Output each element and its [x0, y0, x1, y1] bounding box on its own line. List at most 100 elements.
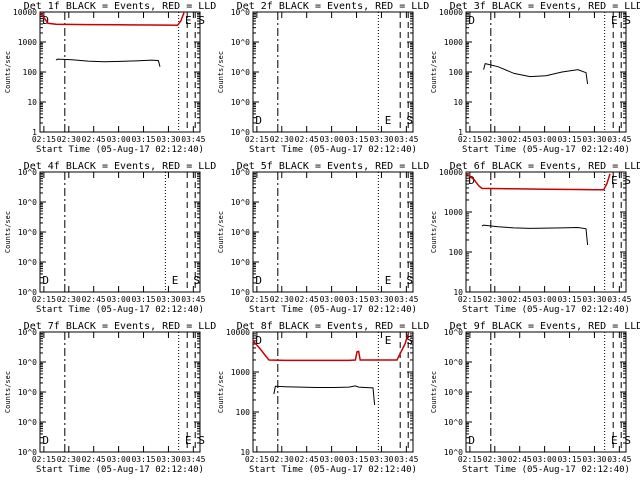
- chart-panel-4: Det 4f BLACK = Events, RED = LLD Counts/s…: [4, 161, 216, 315]
- x-axis-label: Start Time (05-Aug-17 02:12:40): [249, 145, 417, 155]
- x-tick-label: 02:15: [32, 295, 56, 304]
- marker-d: D: [42, 434, 49, 447]
- x-tick-label: 03:15: [344, 295, 368, 304]
- x-tick-label: 03:15: [131, 455, 155, 464]
- y-tick-label: 100: [449, 68, 464, 77]
- x-tick-label: 02:15: [245, 295, 269, 304]
- x-tick-label: 03:00: [320, 135, 344, 144]
- y-axis-label: Counts/sec: [4, 371, 12, 413]
- lld-series-line: [465, 173, 611, 191]
- y-tick-label: 10^0: [18, 418, 37, 427]
- marker-s: S: [624, 14, 631, 27]
- y-tick-label: 10^0: [231, 168, 250, 177]
- y-tick-label: 10000: [226, 328, 250, 337]
- x-tick-label: 02:45: [295, 135, 319, 144]
- chart-panel-3: Det 3f BLACK = Events, RED = LLD Counts/s…: [430, 1, 640, 155]
- chart-title: Det 5f BLACK = Events, RED = LLD: [237, 161, 430, 172]
- y-tick-label: 10000: [13, 8, 37, 17]
- marker-s: S: [406, 114, 413, 127]
- y-axis-label: Counts/sec: [4, 211, 12, 253]
- x-tick-label: 03:45: [607, 295, 631, 304]
- chart-panel-2: Det 2f BLACK = Events, RED = LLD Counts/s…: [217, 1, 429, 155]
- x-tick-label: 02:15: [32, 455, 56, 464]
- marker-e: E: [611, 434, 618, 447]
- x-tick-label: 03:30: [369, 455, 393, 464]
- x-tick-label: 03:45: [607, 455, 631, 464]
- x-axis-label: Start Time (05-Aug-17 02:12:40): [249, 305, 417, 315]
- y-tick-label: 10000: [439, 8, 463, 17]
- y-tick-label: 10^0: [444, 388, 463, 397]
- x-axis-label: Start Time (05-Aug-17 02:12:40): [462, 145, 630, 155]
- y-tick-label: 1000: [18, 38, 37, 47]
- marker-e: E: [611, 14, 618, 27]
- marker-d: D: [468, 14, 475, 27]
- y-tick-label: 10^0: [18, 168, 37, 177]
- y-tick-label: 10^0: [231, 288, 250, 297]
- x-tick-label: 03:00: [107, 455, 131, 464]
- marker-s: S: [198, 434, 205, 447]
- chart-panel-1: Det 1f BLACK = Events, RED = LLD Counts/s…: [4, 1, 216, 155]
- x-tick-label: 03:15: [557, 135, 581, 144]
- x-tick-label: 03:00: [320, 295, 344, 304]
- marker-d: D: [255, 114, 262, 127]
- marker-s: S: [406, 274, 413, 287]
- x-axis-label: Start Time (05-Aug-17 02:12:40): [36, 465, 204, 475]
- x-tick-label: 03:45: [607, 135, 631, 144]
- marker-e: E: [385, 334, 392, 347]
- chart-panel-6: Det 6f BLACK = Events, RED = LLD Counts/s…: [430, 161, 640, 315]
- x-tick-label: 02:45: [295, 295, 319, 304]
- x-tick-label: 03:45: [394, 135, 418, 144]
- chart-panel-9: Det 9f BLACK = Events, RED = LLD Counts/s…: [430, 321, 640, 475]
- marker-e: E: [172, 274, 179, 287]
- x-tick-label: 02:30: [483, 135, 507, 144]
- x-tick-label: 03:00: [533, 295, 557, 304]
- x-tick-label: 03:30: [582, 135, 606, 144]
- x-axis-label: Start Time (05-Aug-17 02:12:40): [462, 465, 630, 475]
- y-axis-label: Counts/sec: [217, 51, 225, 93]
- x-tick-label: 02:15: [245, 135, 269, 144]
- y-tick-label: 10^0: [18, 288, 37, 297]
- x-tick-label: 03:15: [344, 135, 368, 144]
- y-tick-label: 10^0: [444, 418, 463, 427]
- plot-frame: [465, 11, 627, 133]
- y-tick-label: 10^0: [18, 258, 37, 267]
- x-tick-label: 02:45: [508, 295, 532, 304]
- y-tick-label: 10^0: [18, 198, 37, 207]
- marker-e: E: [185, 14, 192, 27]
- x-tick-label: 03:30: [369, 295, 393, 304]
- x-axis-label: Start Time (05-Aug-17 02:12:40): [249, 465, 417, 475]
- plot-frame: [465, 331, 627, 453]
- x-tick-label: 02:45: [295, 455, 319, 464]
- x-tick-label: 02:45: [82, 455, 106, 464]
- x-tick-label: 03:45: [394, 455, 418, 464]
- x-tick-label: 03:30: [582, 455, 606, 464]
- y-tick-label: 10^0: [18, 388, 37, 397]
- x-tick-label: 02:30: [483, 455, 507, 464]
- y-axis-label: Counts/sec: [430, 371, 438, 413]
- x-tick-label: 03:00: [107, 135, 131, 144]
- y-tick-label: 10^0: [231, 8, 250, 17]
- events-series-line: [55, 58, 161, 67]
- x-tick-label: 03:45: [181, 135, 205, 144]
- plot-frame: [252, 331, 414, 453]
- marker-s: S: [624, 434, 631, 447]
- x-tick-label: 02:45: [82, 135, 106, 144]
- x-tick-label: 02:30: [270, 295, 294, 304]
- marker-s: S: [198, 14, 205, 27]
- y-tick-label: 1: [458, 128, 463, 137]
- y-axis-label: Counts/sec: [4, 51, 12, 93]
- x-axis-label: Start Time (05-Aug-17 02:12:40): [462, 305, 630, 315]
- x-tick-label: 02:30: [57, 135, 81, 144]
- y-tick-label: 10: [240, 448, 250, 457]
- y-tick-label: 10: [453, 98, 463, 107]
- x-tick-label: 03:30: [369, 135, 393, 144]
- x-tick-label: 03:00: [107, 295, 131, 304]
- marker-d: D: [255, 274, 262, 287]
- plot-frame: [39, 11, 201, 133]
- y-tick-label: 10^0: [231, 128, 250, 137]
- x-tick-label: 03:15: [131, 135, 155, 144]
- x-tick-label: 02:30: [270, 135, 294, 144]
- x-tick-label: 02:30: [57, 295, 81, 304]
- marker-e: E: [611, 174, 618, 187]
